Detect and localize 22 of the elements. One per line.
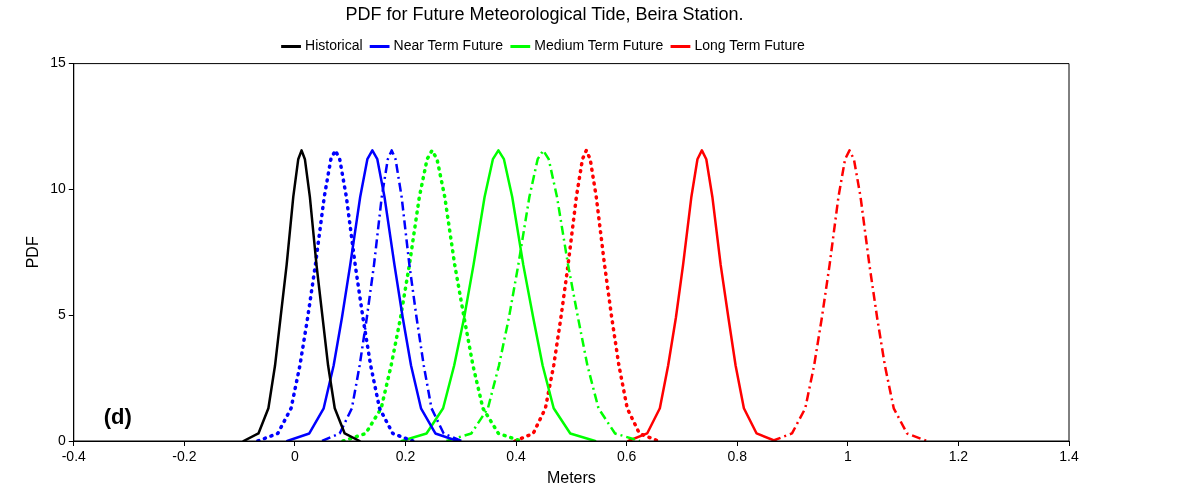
x-tick-label: 0.2 <box>395 448 416 465</box>
x-axis-title: Meters <box>546 468 596 486</box>
x-tick-label: 0.6 <box>616 448 637 465</box>
x-tick-label: 1.2 <box>948 448 969 465</box>
x-tick-label: 0 <box>291 448 300 465</box>
y-tick-label: 10 <box>50 180 66 197</box>
x-tick-label: 1 <box>843 448 852 465</box>
legend-label: Historical <box>305 37 363 54</box>
y-tick-label: 15 <box>50 54 66 71</box>
x-tick-label: 0.8 <box>727 448 748 465</box>
y-axis-title: PDF <box>24 236 42 269</box>
legend-label: Near Term Future <box>393 37 504 54</box>
y-tick-label: 0 <box>57 431 66 448</box>
x-tick-label: -0.2 <box>172 448 197 465</box>
x-tick-label: 0.4 <box>506 448 527 465</box>
chart-title: PDF for Future Meteorological Tide, Beira Station. <box>345 3 744 24</box>
legend-label: Medium Term Future <box>534 37 664 54</box>
x-tick-label: 1.4 <box>1059 448 1079 465</box>
annotation: (d) <box>103 404 132 430</box>
y-tick-label: 5 <box>57 306 66 323</box>
legend-label: Long Term Future <box>694 37 805 54</box>
x-tick-label: -0.4 <box>61 448 87 465</box>
